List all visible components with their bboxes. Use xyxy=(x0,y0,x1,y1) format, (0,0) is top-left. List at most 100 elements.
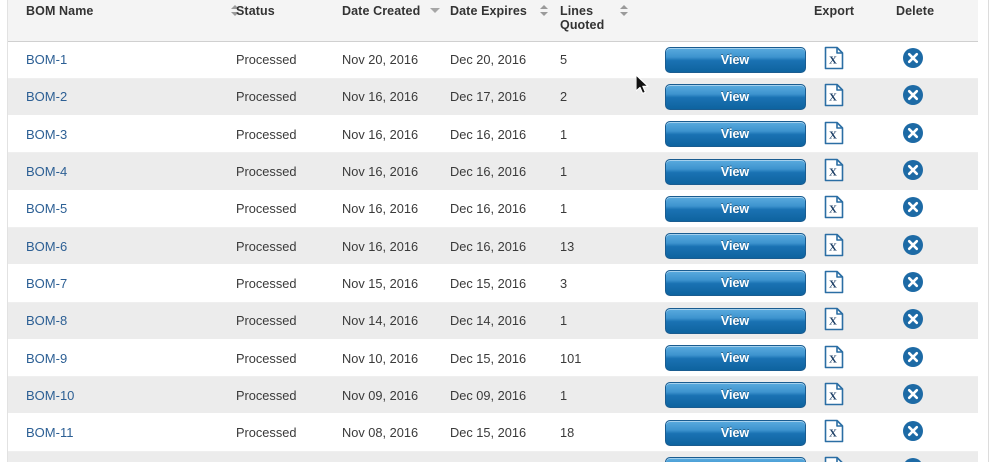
bom-name-link[interactable]: BOM-10 xyxy=(26,387,75,403)
cell-date-expires: Dec 15, 2016 xyxy=(450,264,560,303)
excel-file-icon[interactable]: X xyxy=(824,83,844,107)
delete-circle-x-icon[interactable] xyxy=(902,84,924,106)
col-delete-label: Delete xyxy=(896,4,935,18)
col-lines-quoted[interactable]: Lines Quoted xyxy=(560,0,656,42)
delete-circle-x-icon[interactable] xyxy=(902,457,924,462)
col-export-label: Export xyxy=(814,4,855,18)
excel-file-icon[interactable]: X xyxy=(824,121,844,145)
bom-name-link[interactable]: BOM-8 xyxy=(26,313,68,329)
col-status[interactable]: Status xyxy=(236,0,342,42)
cell-date-created: Nov 15, 2016 xyxy=(342,264,450,303)
excel-file-icon[interactable]: X xyxy=(824,195,844,219)
cell-status: Processed xyxy=(236,339,342,378)
col-bom-name-label: BOM Name xyxy=(26,4,94,18)
cell-status: Processed xyxy=(236,451,342,462)
delete-circle-x-icon[interactable] xyxy=(902,159,924,181)
view-button[interactable]: View xyxy=(664,456,806,462)
bom-name-link[interactable]: BOM-6 xyxy=(26,238,68,254)
sort-both-icon[interactable] xyxy=(540,4,551,18)
view-button[interactable]: View xyxy=(664,345,806,372)
cell-date-created: Nov 16, 2016 xyxy=(342,152,450,191)
table-row: BOM-9 Processed Nov 10, 2016 Dec 15, 2016 10… xyxy=(8,339,978,378)
col-date-created[interactable]: Date Created xyxy=(342,0,450,42)
sort-both-icon[interactable] xyxy=(620,4,631,18)
excel-file-icon[interactable]: X xyxy=(824,456,844,462)
bom-name-link[interactable]: BOM-7 xyxy=(26,275,68,291)
col-date-expires[interactable]: Date Expires xyxy=(450,0,560,42)
cell-date-expires: Dec 16, 2016 xyxy=(450,227,560,266)
cell-date-expires: Dec 16, 2016 xyxy=(450,115,560,154)
bom-name-link[interactable]: BOM-2 xyxy=(26,89,68,105)
svg-text:X: X xyxy=(829,428,837,440)
cell-lines-quoted: 1 xyxy=(560,152,656,191)
view-button[interactable]: View xyxy=(664,307,806,334)
cell-date-expires: Dec 20, 2016 xyxy=(450,41,560,79)
table-row: BOM-8 Processed Nov 14, 2016 Dec 14, 2016 1 V… xyxy=(8,302,978,340)
cell-lines-quoted: 1 xyxy=(560,190,656,228)
excel-file-icon[interactable]: X xyxy=(824,46,844,70)
excel-file-icon[interactable]: X xyxy=(824,419,844,443)
cell-export: X xyxy=(814,41,896,79)
delete-circle-x-icon[interactable] xyxy=(902,420,924,442)
cell-bom-name: BOM-5 xyxy=(8,190,236,228)
cell-date-created: Nov 09, 2016 xyxy=(342,376,450,415)
view-button[interactable]: View xyxy=(664,158,806,185)
svg-text:X: X xyxy=(829,353,837,365)
page-right-rule xyxy=(988,0,989,462)
cell-status: Processed xyxy=(236,264,342,303)
excel-file-icon[interactable]: X xyxy=(824,382,844,406)
view-button[interactable]: View xyxy=(664,195,806,222)
cell-date-expires: Dec 17, 2016 xyxy=(450,78,560,117)
delete-circle-x-icon[interactable] xyxy=(902,234,924,256)
cell-status: Processed xyxy=(236,152,342,191)
sort-descending-icon[interactable] xyxy=(430,4,441,18)
bom-name-link[interactable]: BOM-1 xyxy=(26,52,68,68)
cell-date-created: Nov 14, 2016 xyxy=(342,302,450,340)
table-row: BOM-10 Processed Nov 09, 2016 Dec 09, 2016 1… xyxy=(8,376,978,415)
bom-name-link[interactable]: BOM-3 xyxy=(26,126,68,142)
cell-bom-name: BOM-7 xyxy=(8,264,236,303)
delete-circle-x-icon[interactable] xyxy=(902,346,924,368)
cell-export: X xyxy=(814,264,896,303)
view-button[interactable]: View xyxy=(664,270,806,297)
col-delete[interactable]: Delete xyxy=(896,0,978,42)
cell-bom-name: BOM-10 xyxy=(8,376,236,415)
delete-circle-x-icon[interactable] xyxy=(902,122,924,144)
view-button[interactable]: View xyxy=(664,121,806,148)
svg-text:X: X xyxy=(829,129,837,141)
excel-file-icon[interactable]: X xyxy=(824,158,844,182)
view-button[interactable]: View xyxy=(664,419,806,446)
cell-export: X xyxy=(814,339,896,378)
table-row: BOM-5 Processed Nov 16, 2016 Dec 16, 2016 1 V… xyxy=(8,190,978,228)
view-button[interactable]: View xyxy=(664,382,806,409)
excel-file-icon[interactable]: X xyxy=(824,270,844,294)
view-button[interactable]: View xyxy=(664,83,806,110)
bom-name-link[interactable]: BOM-4 xyxy=(26,164,68,180)
excel-file-icon[interactable]: X xyxy=(824,233,844,257)
col-date-created-label: Date Created xyxy=(342,4,421,18)
bom-name-link[interactable]: BOM-5 xyxy=(26,201,68,217)
cell-export: X xyxy=(814,451,896,462)
delete-circle-x-icon[interactable] xyxy=(902,47,924,69)
cell-delete xyxy=(896,451,978,462)
cell-lines-quoted: 1 xyxy=(560,115,656,154)
svg-text:X: X xyxy=(829,278,837,290)
svg-text:X: X xyxy=(829,55,837,67)
sort-both-icon[interactable] xyxy=(231,4,242,18)
view-button[interactable]: View xyxy=(664,233,806,260)
bom-name-link[interactable]: BOM-9 xyxy=(26,350,68,366)
delete-circle-x-icon[interactable] xyxy=(902,383,924,405)
bom-name-link[interactable]: BOM-11 xyxy=(26,425,74,441)
svg-text:X: X xyxy=(829,204,837,216)
delete-circle-x-icon[interactable] xyxy=(902,196,924,218)
col-export[interactable]: Export xyxy=(814,0,896,42)
col-bom-name[interactable]: BOM Name xyxy=(8,0,239,42)
view-button[interactable]: View xyxy=(664,46,806,73)
delete-circle-x-icon[interactable] xyxy=(902,308,924,330)
delete-circle-x-icon[interactable] xyxy=(902,271,924,293)
cell-view: View xyxy=(656,339,814,378)
cell-status: Processed xyxy=(236,302,342,340)
excel-file-icon[interactable]: X xyxy=(824,307,844,331)
excel-file-icon[interactable]: X xyxy=(824,345,844,369)
cell-delete xyxy=(896,339,978,378)
